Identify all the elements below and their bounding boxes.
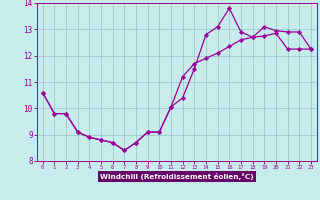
X-axis label: Windchill (Refroidissement éolien,°C): Windchill (Refroidissement éolien,°C) [100, 173, 254, 180]
